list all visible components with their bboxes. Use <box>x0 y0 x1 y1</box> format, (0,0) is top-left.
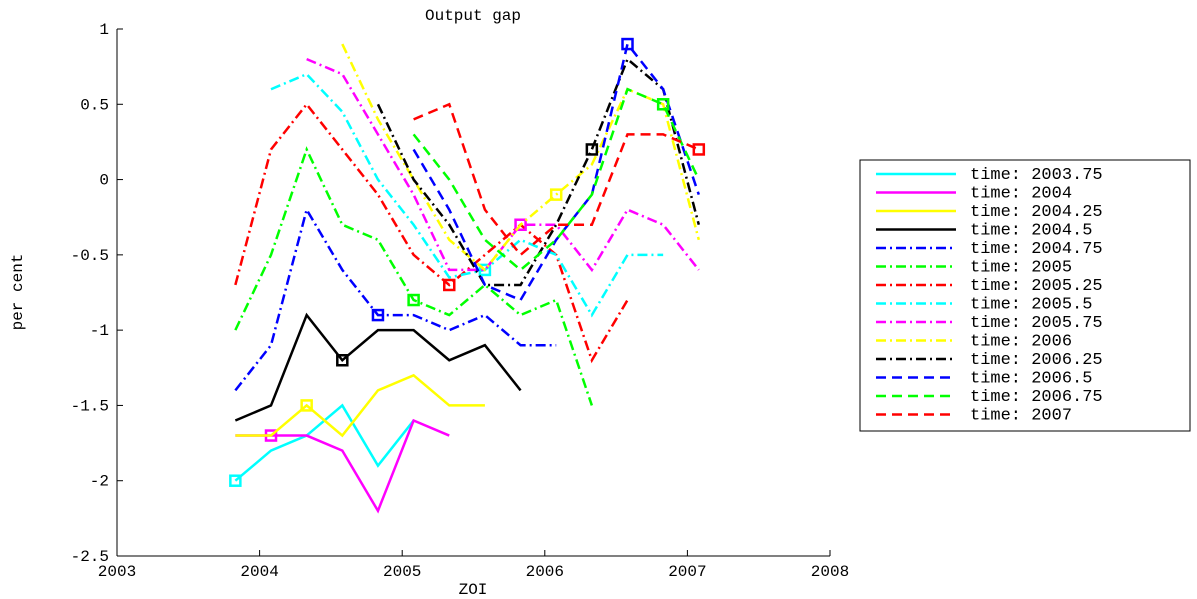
vintage-marker <box>371 308 385 322</box>
y-tick-label: -2 <box>90 473 109 491</box>
series-line <box>341 43 701 272</box>
y-tick-label: 0 <box>99 172 109 190</box>
legend-label: time: 2006.75 <box>970 388 1103 407</box>
legend-label: time: 2003.75 <box>970 166 1103 185</box>
legend-label: time: 2005 <box>970 259 1072 278</box>
series-line <box>412 87 700 272</box>
vintage-marker <box>585 143 599 156</box>
vintage-marker <box>656 98 670 111</box>
vintage-marker <box>692 143 706 156</box>
legend-label: time: 2006.5 <box>970 370 1092 389</box>
legend-label: time: 2006.25 <box>970 351 1103 370</box>
y-tick-label: 0.5 <box>80 96 109 114</box>
vintage-marker <box>300 399 313 412</box>
legend-label: time: 2005.25 <box>970 277 1103 296</box>
series-line <box>234 102 629 364</box>
series-line <box>413 102 700 257</box>
series-line <box>234 312 522 422</box>
x-tick-label: 2008 <box>811 563 849 581</box>
series-line <box>234 146 594 406</box>
legend-label: time: 2007 <box>970 407 1072 426</box>
series-line <box>235 373 485 438</box>
vintage-marker <box>621 37 634 51</box>
legend-label: time: 2005.75 <box>970 314 1103 333</box>
x-tick-label: 2005 <box>383 563 421 581</box>
y-tick-label: 1 <box>99 21 109 39</box>
x-axis-label: ZOI <box>459 581 488 599</box>
legend-label: time: 2004 <box>970 185 1072 204</box>
x-tick-label: 2006 <box>526 563 564 581</box>
vintage-marker <box>336 354 349 367</box>
vintage-marker <box>229 474 242 487</box>
vintage-marker <box>549 188 563 201</box>
series-line <box>270 72 664 318</box>
legend-label: time: 2004.5 <box>970 222 1092 241</box>
vintage-marker <box>514 218 527 231</box>
legend-label: time: 2005.5 <box>970 296 1092 315</box>
y-axis-label: per cent <box>9 254 27 331</box>
legend-label: time: 2006 <box>970 333 1072 352</box>
legend-label: time: 2004.75 <box>970 240 1103 259</box>
series-line <box>306 57 700 273</box>
legend-label: time: 2004.25 <box>970 203 1103 222</box>
x-tick-label: 2007 <box>668 563 706 581</box>
y-tick-label: -1 <box>90 322 109 340</box>
series-line <box>412 41 700 302</box>
chart-title: Output gap <box>425 7 521 25</box>
x-tick-label: 2004 <box>240 563 278 581</box>
series-line <box>234 206 557 392</box>
y-tick-label: -1.5 <box>71 397 109 415</box>
x-tick-label: 2003 <box>98 563 136 581</box>
y-tick-label: -2.5 <box>71 548 109 566</box>
legend-box <box>859 159 1191 432</box>
vintage-marker <box>478 263 492 277</box>
y-tick-label: -0.5 <box>71 247 109 265</box>
vintage-marker <box>443 278 456 292</box>
vintage-marker <box>407 293 420 307</box>
